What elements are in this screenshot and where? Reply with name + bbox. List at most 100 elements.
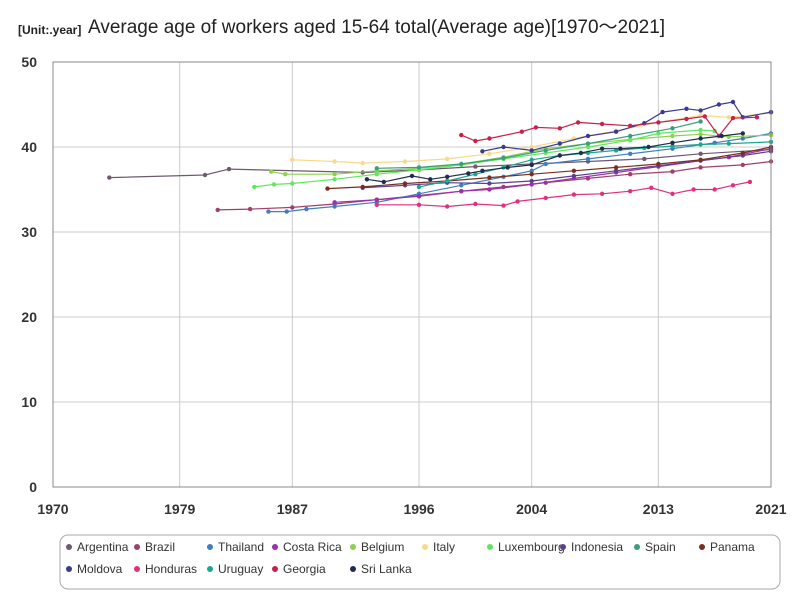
legend-box <box>59 534 781 590</box>
data-point <box>670 143 675 149</box>
legend-marker <box>560 544 566 550</box>
data-point <box>332 159 337 164</box>
data-point <box>215 207 220 213</box>
legend-item[interactable]: Brazil <box>134 540 175 554</box>
legend-item[interactable]: Argentina <box>66 540 129 554</box>
legend-marker <box>422 544 428 550</box>
data-point <box>684 116 689 122</box>
legend-item[interactable]: Honduras <box>134 562 197 576</box>
series-spain <box>374 119 703 171</box>
data-point <box>698 165 703 170</box>
legend-item[interactable]: Thailand <box>207 540 264 554</box>
y-tick-label: 40 <box>21 139 37 155</box>
data-point <box>473 172 478 177</box>
legend-item[interactable]: Panama <box>699 540 755 554</box>
data-point <box>670 133 675 139</box>
legend-label: Sri Lanka <box>361 562 412 576</box>
data-point <box>691 187 696 192</box>
legend-marker <box>207 566 213 572</box>
legend-item[interactable]: Uruguay <box>207 562 263 576</box>
legend-label: Georgia <box>283 562 326 576</box>
legend-label: Uruguay <box>218 562 263 576</box>
legend-label: Honduras <box>145 562 197 576</box>
data-point <box>529 144 534 150</box>
data-point <box>543 161 548 167</box>
data-point <box>290 205 295 210</box>
data-point <box>575 120 581 125</box>
data-point <box>416 184 422 190</box>
legend-item[interactable]: Luxembourg <box>487 540 565 554</box>
legend-item[interactable]: Indonesia <box>560 540 623 554</box>
legend-marker <box>634 544 640 550</box>
series-line <box>327 146 772 190</box>
data-point <box>712 187 717 192</box>
data-point <box>360 184 365 190</box>
legend-item[interactable]: Costa Rica <box>272 540 342 554</box>
data-point <box>571 168 577 173</box>
data-point <box>487 151 492 156</box>
legend-item[interactable]: Belgium <box>350 540 404 554</box>
data-point <box>646 144 651 150</box>
data-point <box>480 168 485 173</box>
data-point <box>325 186 330 191</box>
legend-item[interactable]: Moldova <box>66 562 123 576</box>
plot-frame <box>52 61 772 488</box>
legend-marker <box>207 544 213 550</box>
data-point <box>740 131 745 136</box>
data-point <box>529 172 534 177</box>
legend-marker <box>350 566 356 572</box>
data-point <box>529 162 534 168</box>
data-point <box>628 189 633 194</box>
data-point <box>599 121 605 127</box>
data-point <box>578 150 584 156</box>
data-point <box>557 153 562 158</box>
data-point <box>290 157 295 162</box>
data-point <box>487 187 492 192</box>
data-point <box>374 172 379 177</box>
data-point <box>557 141 562 146</box>
data-point <box>670 126 675 131</box>
data-point <box>515 199 520 204</box>
data-point <box>480 149 485 154</box>
data-point <box>628 138 633 143</box>
data-point <box>466 171 471 176</box>
data-point <box>529 148 534 153</box>
x-tick-label: 1979 <box>164 501 195 517</box>
data-point <box>670 140 675 145</box>
data-point <box>416 202 422 207</box>
data-point <box>599 146 605 151</box>
legend-item[interactable]: Italy <box>422 540 455 554</box>
data-point <box>628 172 633 177</box>
grid <box>52 61 772 487</box>
data-point <box>226 166 232 172</box>
legend-item[interactable]: Georgia <box>272 562 326 576</box>
legend-item[interactable]: Sri Lanka <box>350 562 412 576</box>
data-point <box>740 162 745 168</box>
data-point <box>428 177 433 182</box>
y-tick-label: 30 <box>21 224 37 240</box>
data-point <box>618 146 623 151</box>
data-point <box>374 197 379 202</box>
legend-label: Luxembourg <box>498 540 565 554</box>
data-point <box>698 108 703 113</box>
legend-item[interactable]: Spain <box>634 540 676 554</box>
data-point <box>533 125 539 130</box>
legend-marker <box>487 544 493 550</box>
series-line <box>376 181 751 208</box>
data-point <box>459 132 464 138</box>
data-point <box>416 165 422 170</box>
data-point <box>719 133 724 139</box>
legend-label: Brazil <box>145 540 175 554</box>
data-point <box>670 169 675 174</box>
axes: 0 10 20 30 40 50 1970 1979 1987 1996 2004 2013 2021 <box>21 54 786 517</box>
series-line <box>268 132 772 213</box>
data-point <box>374 202 379 207</box>
data-point <box>649 185 654 190</box>
data-point <box>107 175 112 180</box>
data-point <box>445 174 450 179</box>
data-point <box>501 155 506 161</box>
data-point <box>726 141 731 146</box>
data-point <box>360 160 365 166</box>
legend-marker <box>350 544 356 550</box>
x-tick-label: 1987 <box>277 501 308 517</box>
